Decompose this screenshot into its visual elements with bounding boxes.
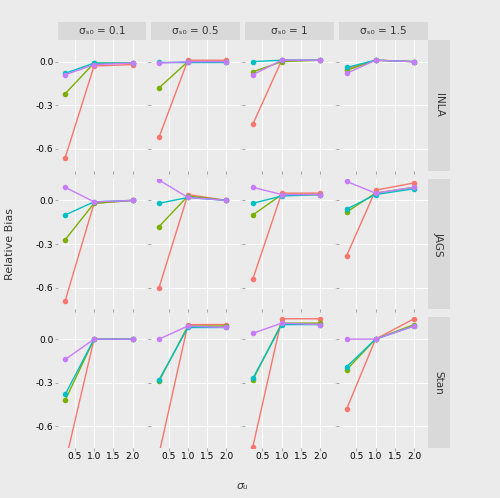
Text: σᵤ: σᵤ xyxy=(237,481,248,491)
Text: σₛ₀ = 1.5: σₛ₀ = 1.5 xyxy=(360,26,406,36)
Text: Stan: Stan xyxy=(434,371,444,394)
Text: σₛ₀ = 1: σₛ₀ = 1 xyxy=(271,26,308,36)
Text: σₛ₀ = 0.5: σₛ₀ = 0.5 xyxy=(172,26,219,36)
Text: Relative Bias: Relative Bias xyxy=(5,208,15,280)
Text: INLA: INLA xyxy=(434,93,444,117)
Text: σₛ₀ = 0.1: σₛ₀ = 0.1 xyxy=(78,26,125,36)
Text: JAGS: JAGS xyxy=(434,232,444,256)
